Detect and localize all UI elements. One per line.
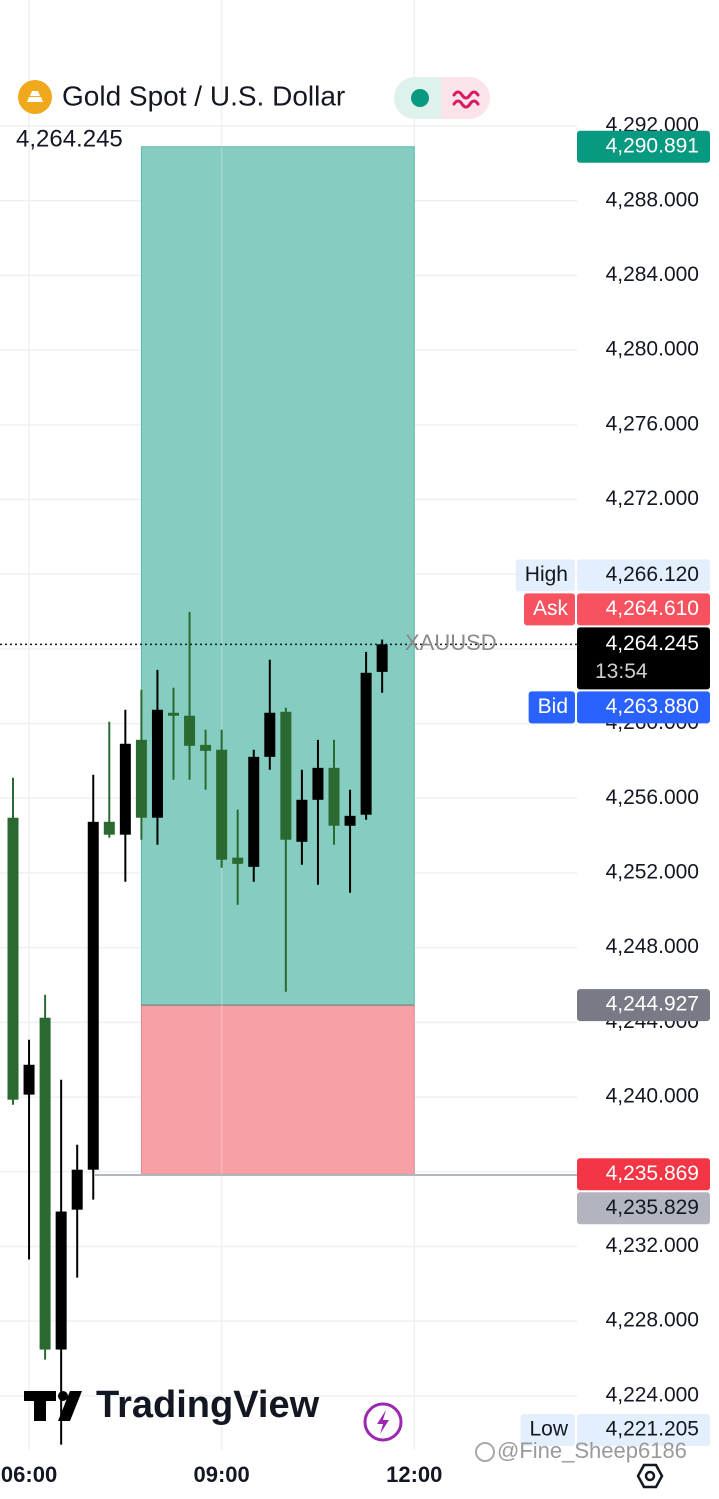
symbol-icon-bars [27, 91, 43, 102]
symbol-label: XAUUSD [405, 630, 497, 655]
candles [7, 611, 388, 1445]
candle-body [296, 799, 308, 842]
price-tag [577, 627, 710, 690]
candle-body [344, 815, 356, 826]
position-zones [95, 146, 577, 1176]
settings-hexagon [636, 1463, 664, 1489]
candle-body [200, 744, 212, 751]
lightning-ring [363, 1402, 403, 1442]
price-tag-label: 4,235.869 [606, 1162, 699, 1185]
y-tick-label: 4,224.000 [606, 1383, 699, 1406]
price-tag-label: 4,264.245 [606, 632, 699, 655]
logo-slash [58, 1391, 82, 1421]
price-tag [577, 130, 710, 163]
candle-body [7, 817, 19, 1100]
price-tag-name: Bid [538, 695, 568, 718]
candle-body [328, 767, 340, 826]
profit-zone [140, 146, 415, 1006]
x-tick-label: 09:00 [194, 1462, 250, 1487]
price-tag-label: 4,264.610 [606, 597, 699, 620]
candle-body [23, 1064, 35, 1095]
y-tick-label: 4,272.000 [606, 487, 699, 510]
price-tag-name-bg [528, 691, 575, 724]
lightning-button[interactable] [363, 1402, 403, 1442]
candle-body [87, 821, 99, 1170]
candle-body [280, 711, 292, 840]
y-tick-label: 4,248.000 [606, 935, 699, 958]
price-tag-label: 4,221.205 [606, 1418, 699, 1441]
watermark-icon [475, 1442, 495, 1462]
settings-center [644, 1470, 656, 1482]
price-tag [577, 1192, 710, 1225]
price-tag-name: High [525, 563, 568, 586]
price-tag-label: 4,263.880 [606, 695, 699, 718]
candle-body [248, 756, 260, 867]
price-tag [577, 593, 710, 626]
price-tag [577, 1158, 710, 1191]
candle-body [264, 712, 276, 757]
y-tick-label: 4,280.000 [606, 338, 699, 361]
x-tick-label: 06:00 [1, 1462, 57, 1487]
settings-button[interactable] [636, 1463, 664, 1489]
market-open-dot [411, 89, 429, 107]
candle-body [151, 709, 163, 818]
candle-body [184, 715, 196, 746]
y-tick-label: 4,276.000 [606, 412, 699, 435]
price-tag [577, 691, 710, 724]
candle-body [103, 821, 115, 835]
price-tag-name: Low [529, 1418, 568, 1441]
last-price: 4,264.245 [16, 125, 123, 152]
price-tag-name-bg [523, 593, 575, 626]
price-tag-label: 4,290.891 [606, 134, 699, 157]
candle-body [39, 1017, 51, 1350]
status-pill[interactable] [394, 77, 490, 119]
delay-icon [452, 90, 480, 109]
x-tick-label: 12:00 [386, 1462, 442, 1487]
loss-zone [140, 1004, 415, 1175]
candle-body [216, 749, 228, 860]
header: Gold Spot / U.S. Dollar 4,264.245 [16, 77, 490, 152]
y-tick-label: 4,240.000 [606, 1085, 699, 1108]
watermark-text: @Fine_Sheep6186 [497, 1438, 687, 1463]
y-tick-label: 4,252.000 [606, 861, 699, 884]
candle-body [168, 712, 179, 716]
lightning-bolt [377, 1410, 389, 1434]
price-tag [577, 989, 710, 1022]
watermark: @Fine_Sheep6186 [475, 1438, 687, 1463]
y-tick-label: 4,288.000 [606, 188, 699, 211]
candle-body [360, 672, 372, 815]
y-tick-label: 4,284.000 [606, 263, 699, 286]
price-tag [577, 559, 710, 592]
y-tick-label: 4,228.000 [606, 1309, 699, 1332]
y-tick-label: 4,232.000 [606, 1234, 699, 1257]
candle-body [376, 644, 388, 672]
candle-body [312, 767, 324, 800]
price-tag-name: Ask [533, 597, 569, 620]
price-tag-name-bg [520, 1414, 575, 1446]
price-tag-name-bg [515, 559, 575, 592]
price-tags: XAUUSD 4,290.891 4,266.120 High 4,264.610 Ask… [0, 130, 710, 1446]
candle-body [232, 857, 244, 864]
candle-body [135, 739, 147, 818]
price-tag [577, 1414, 710, 1446]
price-tag-label: 4,266.120 [606, 563, 699, 586]
logo-text: TradingView [96, 1384, 320, 1426]
tradingview-logo[interactable]: TradingView [24, 1384, 320, 1426]
price-tag-label: 4,244.927 [606, 993, 699, 1016]
countdown: 13:54 [595, 660, 648, 683]
symbol-title: Gold Spot / U.S. Dollar [62, 80, 345, 111]
price-tag-label: 4,235.829 [606, 1196, 699, 1219]
candle-body [71, 1169, 83, 1210]
candle-body [119, 743, 131, 835]
candle-body [55, 1211, 67, 1350]
logo-dot [58, 1391, 68, 1401]
logo-t [24, 1391, 56, 1421]
y-tick-label: 4,256.000 [606, 786, 699, 809]
